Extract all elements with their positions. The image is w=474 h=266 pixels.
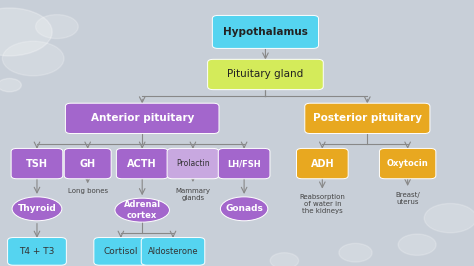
Text: Adrenal
cortex: Adrenal cortex [124,201,161,220]
Text: LH/FSH: LH/FSH [228,159,261,168]
Circle shape [424,203,474,233]
Circle shape [36,15,78,39]
Text: Aldosterone: Aldosterone [148,247,198,256]
Circle shape [398,234,436,255]
FancyBboxPatch shape [167,148,219,179]
Text: T4 + T3: T4 + T3 [19,247,55,256]
FancyBboxPatch shape [94,238,148,265]
Text: Pituitary gland: Pituitary gland [228,69,303,80]
Circle shape [0,78,21,92]
Text: Cortisol: Cortisol [104,247,138,256]
Text: TSH: TSH [26,159,48,169]
Text: Mammary
glands: Mammary glands [175,188,210,201]
Text: Hypothalamus: Hypothalamus [223,27,308,37]
Text: Anterior pituitary: Anterior pituitary [91,113,194,123]
Text: Long bones: Long bones [68,188,108,194]
FancyBboxPatch shape [218,148,270,179]
Text: Reabsorption
of water in
the kidneys: Reabsorption of water in the kidneys [300,194,345,214]
Circle shape [270,253,299,266]
FancyBboxPatch shape [141,238,205,265]
Ellipse shape [12,197,62,221]
FancyBboxPatch shape [8,238,66,265]
FancyBboxPatch shape [212,15,319,48]
Ellipse shape [115,198,169,222]
FancyBboxPatch shape [117,148,168,179]
FancyBboxPatch shape [11,148,63,179]
Ellipse shape [220,197,268,221]
Circle shape [339,243,372,262]
Text: ACTH: ACTH [128,159,157,169]
Text: ADH: ADH [310,159,334,169]
Text: Oxytocin: Oxytocin [387,159,428,168]
FancyBboxPatch shape [297,148,348,179]
Text: Posterior pituitary: Posterior pituitary [313,113,422,123]
Text: Gonads: Gonads [225,204,263,213]
Text: GH: GH [80,159,96,169]
Circle shape [2,41,64,76]
FancyBboxPatch shape [64,148,111,179]
Circle shape [0,8,52,56]
Text: Prolactin: Prolactin [176,159,210,168]
Text: Breast/
uterus: Breast/ uterus [395,192,420,205]
FancyBboxPatch shape [208,59,323,90]
FancyBboxPatch shape [65,103,219,134]
FancyBboxPatch shape [379,148,436,179]
Text: Thyroid: Thyroid [18,204,56,213]
FancyBboxPatch shape [305,103,430,134]
